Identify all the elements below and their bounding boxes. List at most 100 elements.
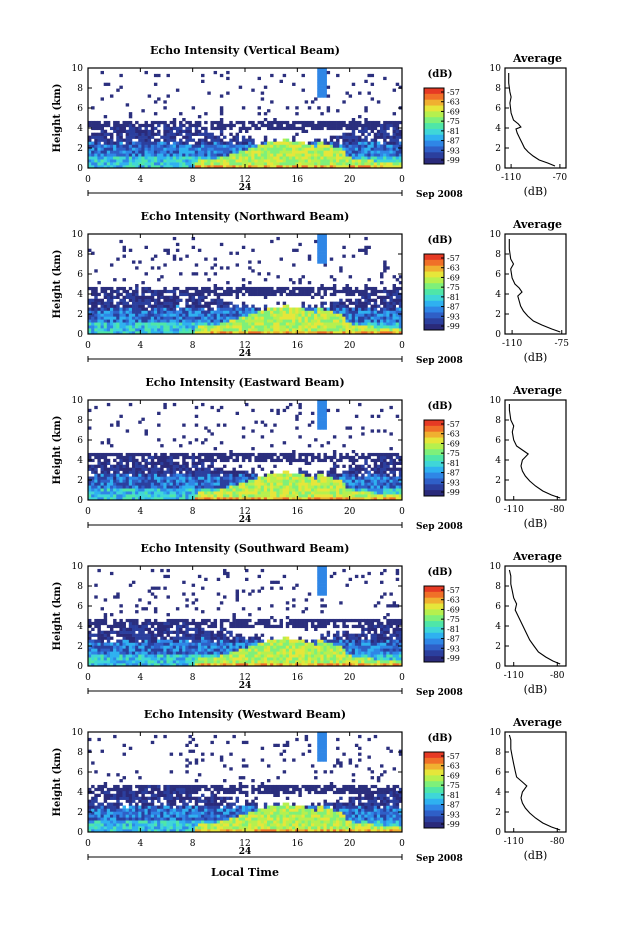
heatmap-cell <box>122 648 126 652</box>
heatmap-cell <box>131 482 136 486</box>
heatmap-cell <box>263 289 268 294</box>
heatmap-cell <box>116 663 120 667</box>
heatmap-cell <box>128 304 133 308</box>
heatmap-cell <box>103 292 108 297</box>
heatmap-cell <box>122 278 126 282</box>
heatmap-cell <box>329 470 334 474</box>
colorbar-unit: (dB) <box>428 235 453 246</box>
heatmap-cell <box>122 123 126 128</box>
heatmap-cell <box>329 147 334 151</box>
heatmap-cell <box>100 70 104 75</box>
heatmap-cell <box>314 494 318 498</box>
heatmap-cell <box>172 473 177 477</box>
heatmap-cell <box>179 129 183 133</box>
heatmap-cell <box>389 476 393 480</box>
heatmap-cell <box>160 479 164 483</box>
heatmap-cell <box>295 328 299 332</box>
heatmap-cell <box>207 322 211 326</box>
heatmap-cell <box>179 313 183 317</box>
heatmap-cell <box>251 408 255 413</box>
heatmap-cell <box>251 310 255 314</box>
heatmap-cell <box>109 488 114 492</box>
x-tick-label: 4 <box>137 341 143 351</box>
heatmap-cell <box>100 618 104 623</box>
heatmap-cell <box>235 304 240 308</box>
heatmap-cell <box>109 263 114 267</box>
heatmap-cell <box>169 138 174 142</box>
heatmap-cell <box>257 159 261 163</box>
heatmap-cell <box>197 331 202 335</box>
heatmap-cell <box>317 159 321 163</box>
heatmap-cell <box>241 310 246 314</box>
heatmap-cell <box>144 70 148 75</box>
heatmap-cell <box>276 488 280 492</box>
heatmap-cell <box>257 162 261 166</box>
heatmap-cell <box>103 473 108 477</box>
heatmap-cell <box>241 138 246 142</box>
heatmap-cell <box>128 479 133 483</box>
heatmap-cell <box>191 295 196 299</box>
heatmap-cell <box>116 153 120 157</box>
heatmap-cell <box>339 120 343 125</box>
heatmap-cell <box>131 639 136 643</box>
heatmap-cell <box>147 467 152 471</box>
heatmap-cell <box>254 156 258 160</box>
heatmap-cell <box>166 248 170 252</box>
colorbar-tick-label: -99 <box>447 488 460 497</box>
heatmap-cell <box>185 322 189 326</box>
heatmap-cell <box>113 310 117 314</box>
heatmap-cell <box>185 494 189 498</box>
heatmap-cell <box>144 319 148 323</box>
heatmap-cell <box>169 458 174 463</box>
heatmap-cell <box>389 316 393 320</box>
colorbar-swatch <box>424 134 444 142</box>
heatmap-cell <box>128 485 133 489</box>
heatmap-cell <box>179 159 183 163</box>
heatmap-cell <box>295 141 299 145</box>
heatmap-cell <box>226 156 230 160</box>
heatmap-cell <box>345 162 349 166</box>
heatmap-cell <box>144 165 148 169</box>
heatmap-cell <box>329 494 334 498</box>
heatmap-cell <box>238 307 243 311</box>
heatmap-cell <box>238 150 243 154</box>
heatmap-cell <box>389 165 393 169</box>
heatmap-cell <box>191 301 196 305</box>
heatmap-cell <box>147 159 152 163</box>
heatmap-cell <box>204 138 208 142</box>
profile-x-tick-label: -80 <box>550 505 565 515</box>
heatmap-cell <box>317 82 321 86</box>
heatmap-cell <box>276 141 280 145</box>
heatmap-cell <box>226 473 230 477</box>
heatmap-cell <box>301 153 305 157</box>
heatmap-cell <box>232 470 236 474</box>
heatmap-cell <box>351 331 356 335</box>
heatmap-cell <box>257 482 261 486</box>
heatmap-cell <box>320 260 324 264</box>
heatmap-cell <box>266 156 271 160</box>
heatmap-cell <box>128 627 133 631</box>
heatmap-cell <box>273 147 277 151</box>
heatmap-cell <box>97 473 101 477</box>
heatmap-cell <box>94 120 98 125</box>
heatmap-cell <box>351 325 356 329</box>
heatmap-cell <box>380 162 384 166</box>
heatmap-cell <box>351 313 356 317</box>
heatmap-cell <box>323 325 327 329</box>
heatmap-cell <box>103 322 108 326</box>
heatmap-cell <box>91 660 95 664</box>
heatmap-cell <box>131 289 136 294</box>
heatmap-cell <box>263 278 268 282</box>
heatmap-cell <box>348 292 353 297</box>
heatmap-cell <box>109 423 114 427</box>
heatmap-cell <box>216 138 221 142</box>
heatmap-cell <box>119 461 123 465</box>
heatmap-cell <box>326 123 331 128</box>
heatmap-cell <box>113 621 117 626</box>
heatmap-cell <box>317 141 321 145</box>
heatmap-cell <box>392 153 397 157</box>
heatmap-cell <box>235 138 240 142</box>
heatmap-cell <box>370 147 375 151</box>
colorbar-swatch <box>424 294 444 302</box>
heatmap-cell <box>172 328 177 332</box>
